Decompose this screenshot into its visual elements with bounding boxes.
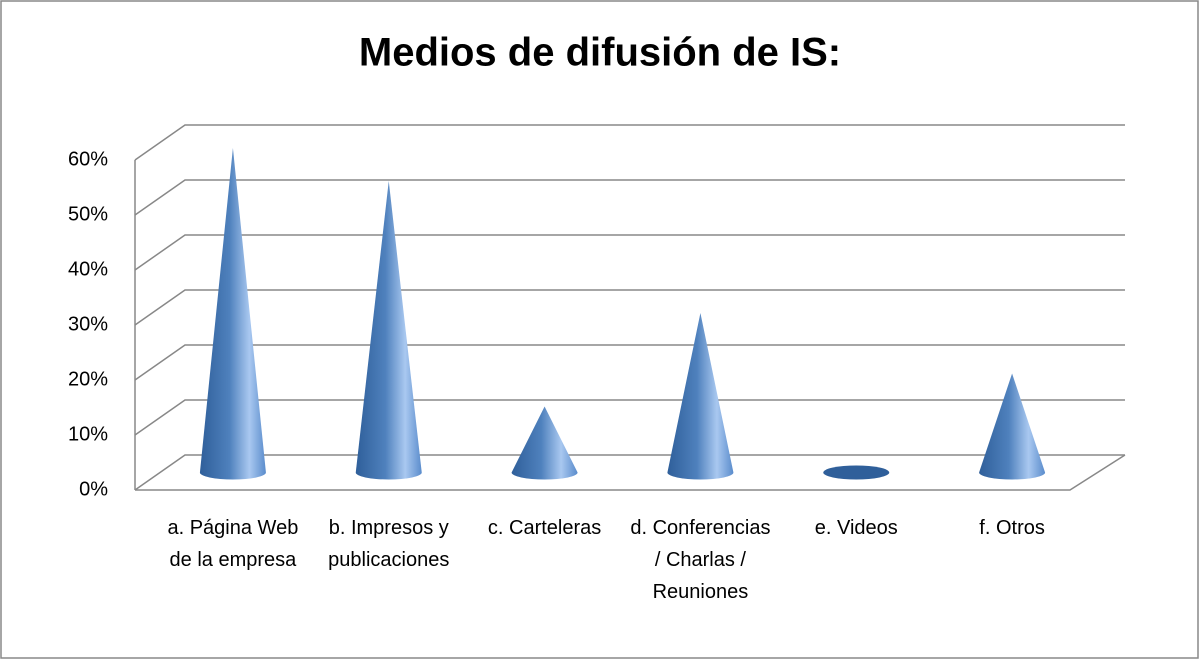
- grid-line: [134, 289, 1125, 326]
- grid-line: [134, 179, 1125, 216]
- cone: [199, 148, 266, 480]
- cone: [667, 313, 734, 480]
- grid-line: [134, 344, 1125, 381]
- y-tick-label: 20%: [68, 368, 108, 390]
- x-tick-label: e. Videos: [814, 517, 898, 539]
- grid-line: [134, 454, 1125, 491]
- x-tick-label: a. Página Web de la empresa: [167, 517, 299, 571]
- x-tick-label: d. Conferencias / Charlas / Reuniones: [630, 517, 771, 603]
- y-tick-label: 50%: [68, 203, 108, 225]
- grid-line: [134, 124, 1125, 161]
- chart-title: Medios de difusión de IS:: [359, 31, 841, 75]
- y-tick-label: 10%: [68, 423, 108, 445]
- y-tick-label: 60%: [68, 148, 108, 170]
- x-tick-label: b. Impresos y publicaciones: [328, 517, 450, 571]
- y-tick-label: 30%: [68, 313, 108, 335]
- cone: [979, 373, 1046, 480]
- floor-edge: [135, 454, 1126, 491]
- y-tick-label: 40%: [68, 258, 108, 280]
- cone: [355, 181, 422, 480]
- grid-line: [134, 234, 1125, 271]
- x-tick-label: c. Carteleras: [487, 517, 602, 539]
- cone: [823, 465, 890, 480]
- y-tick-label: 0%: [79, 478, 108, 500]
- cone: [511, 406, 578, 480]
- x-tick-label: f. Otros: [979, 517, 1045, 539]
- grid-line: [134, 399, 1125, 436]
